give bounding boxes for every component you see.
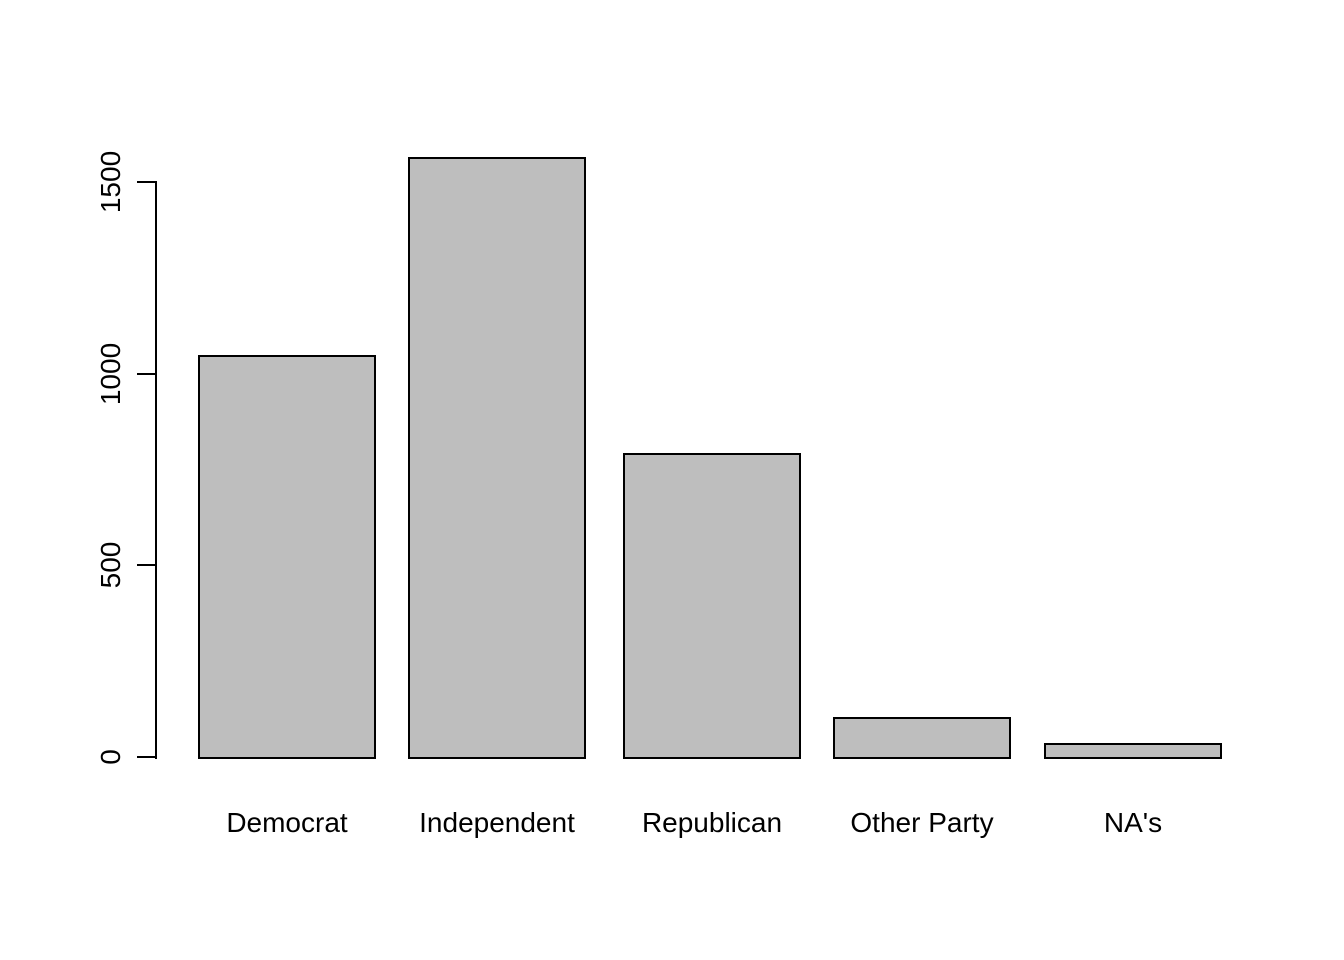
y-axis-tick xyxy=(137,373,155,375)
bar-republican xyxy=(623,453,801,759)
x-axis-label-na-s: NA's xyxy=(1103,807,1163,838)
y-axis-tick-label: 1000 xyxy=(95,342,126,406)
y-axis-tick-label: 0 xyxy=(95,749,126,765)
bar-na-s xyxy=(1044,743,1222,759)
y-axis-tick xyxy=(137,564,155,566)
y-axis-tick-label: 1500 xyxy=(95,150,126,214)
bar-democrat xyxy=(198,355,376,759)
x-axis-label-democrat: Democrat xyxy=(226,807,348,838)
x-axis-label-republican: Republican xyxy=(641,807,783,838)
y-axis-tick xyxy=(137,756,155,758)
bar-independent xyxy=(408,157,586,759)
x-axis-label-independent: Independent xyxy=(419,807,575,838)
x-axis-label-other-party: Other Party xyxy=(850,807,994,838)
y-axis-tick xyxy=(137,181,155,183)
bar-other-party xyxy=(833,717,1011,759)
y-axis-tick-label: 500 xyxy=(95,541,126,589)
y-axis-line xyxy=(155,181,157,759)
